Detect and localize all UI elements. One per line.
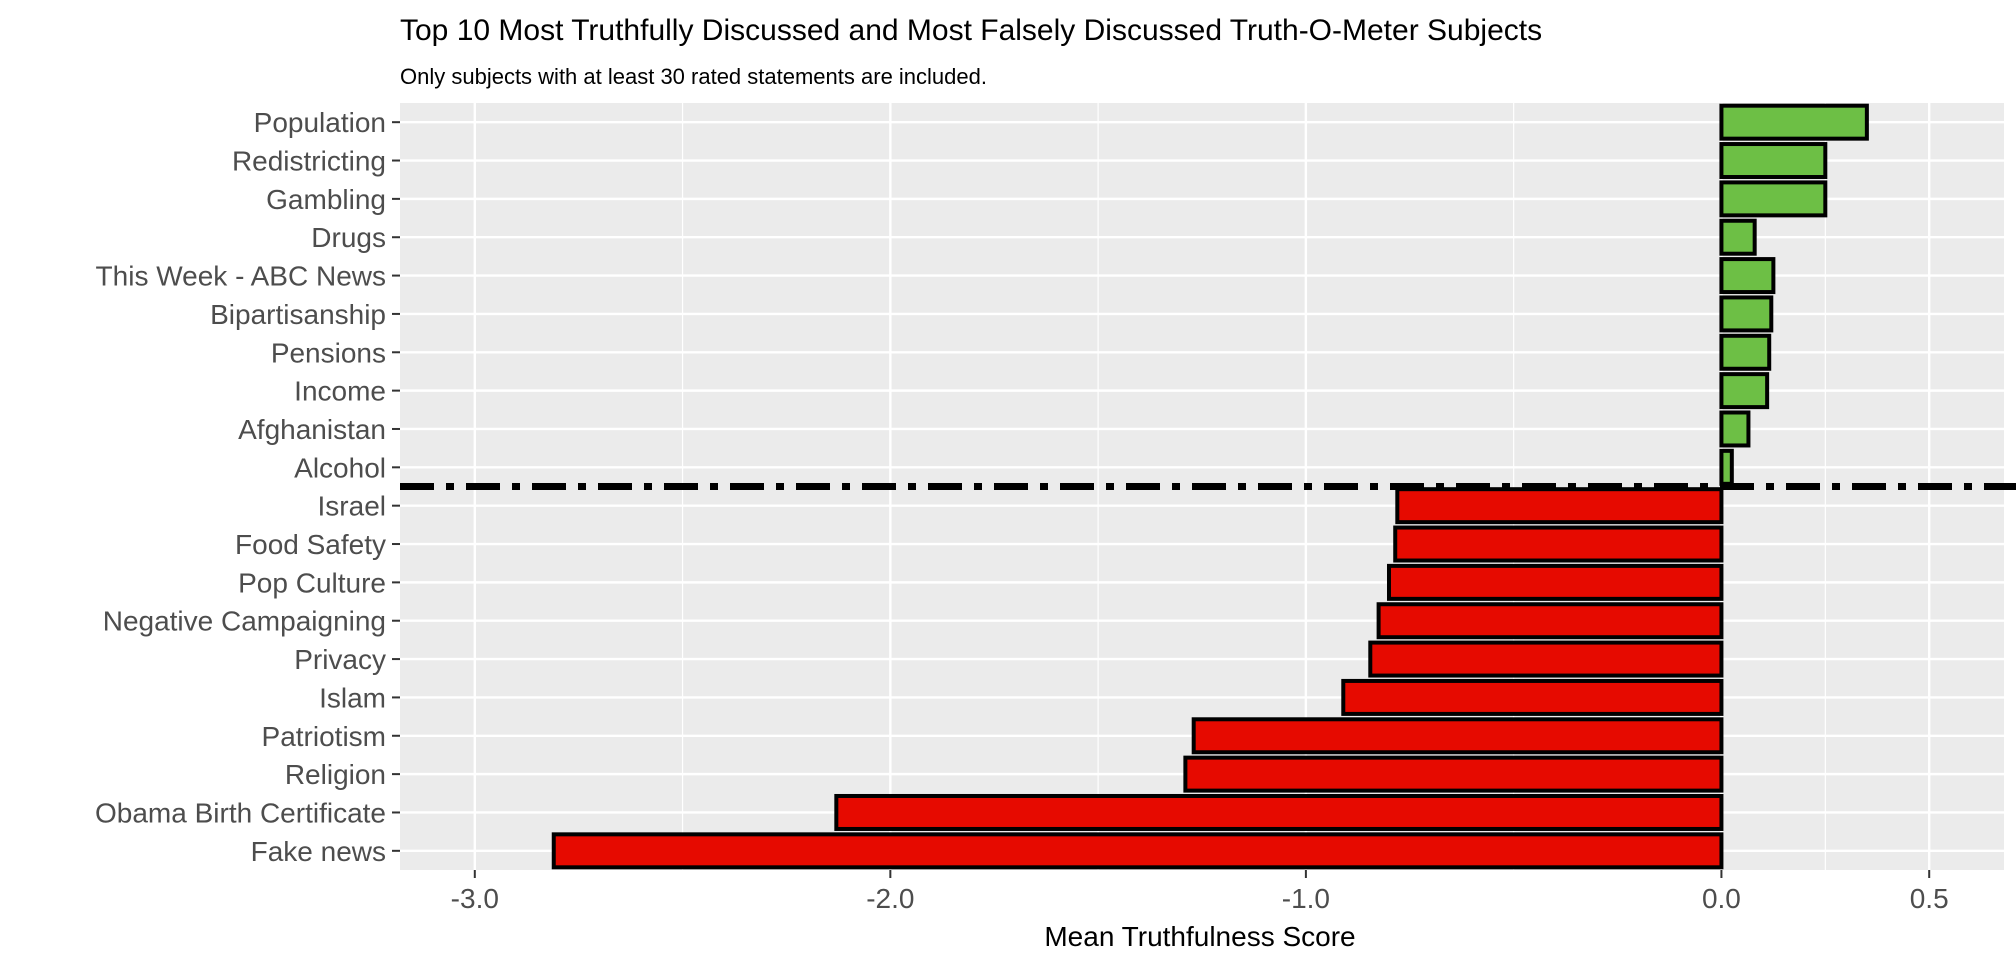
y-tick-label: Israel: [318, 491, 386, 522]
y-tick-label: Obama Birth Certificate: [95, 797, 386, 828]
bar-drugs: [1719, 218, 1757, 256]
x-tick-label: -3.0: [451, 883, 499, 914]
y-tick-label: Redistricting: [232, 146, 386, 177]
x-tick-label: -2.0: [866, 883, 914, 914]
y-tick-label: Alcohol: [294, 452, 386, 483]
bar-privacy: [1368, 640, 1724, 678]
y-tick-label: Religion: [285, 759, 386, 790]
y-tick-label: Gambling: [266, 184, 386, 215]
bar-alcohol: [1719, 448, 1734, 486]
bar-obama-birth-certificate: [834, 793, 1724, 831]
y-tick-label: Pensions: [271, 337, 386, 368]
bar-negative-campaigning: [1376, 602, 1724, 640]
bar-patriotism: [1191, 717, 1724, 755]
y-tick-label: Food Safety: [235, 529, 386, 560]
y-tick-label: Drugs: [311, 222, 386, 253]
chart-title: Top 10 Most Truthfully Discussed and Mos…: [400, 14, 1542, 47]
y-tick-label: Negative Campaigning: [103, 606, 386, 637]
x-axis-label: Mean Truthfulness Score: [1044, 921, 1355, 952]
x-axis: -3.0 -2.0 -1.0 0.0 0.5: [451, 870, 1949, 914]
y-axis: Population Redistricting Gambling Drugs This…: [95, 107, 400, 867]
bar-income: [1719, 372, 1770, 410]
y-tick-label: This Week - ABC News: [96, 261, 386, 292]
bars: [551, 103, 1869, 870]
bar-pensions: [1719, 333, 1772, 371]
bar-this-week-abc-news: [1719, 257, 1776, 295]
bar-fake-news: [551, 832, 1724, 870]
bar-food-safety: [1393, 525, 1724, 563]
bar-gambling: [1719, 180, 1828, 218]
bar-israel: [1395, 487, 1724, 525]
bar-islam: [1341, 678, 1724, 716]
y-tick-label: Patriotism: [262, 721, 386, 752]
chart-subtitle: Only subjects with at least 30 rated sta…: [400, 64, 987, 89]
y-tick-label: Population: [254, 107, 386, 138]
bar-bipartisanship: [1719, 295, 1774, 333]
y-tick-label: Pop Culture: [238, 567, 386, 598]
y-tick-label: Bipartisanship: [210, 299, 386, 330]
bar-population: [1719, 103, 1869, 141]
x-tick-label: 0.0: [1702, 883, 1741, 914]
y-tick-label: Islam: [319, 682, 386, 713]
x-tick-label: 0.5: [1910, 883, 1949, 914]
x-tick-label: -1.0: [1282, 883, 1330, 914]
y-tick-label: Income: [294, 376, 386, 407]
bar-redistricting: [1719, 142, 1828, 180]
y-tick-label: Afghanistan: [238, 414, 386, 445]
bar-religion: [1183, 755, 1724, 793]
bar-afghanistan: [1719, 410, 1751, 448]
bar-pop-culture: [1386, 563, 1724, 601]
y-tick-label: Privacy: [294, 644, 386, 675]
y-tick-label: Fake news: [251, 836, 386, 867]
